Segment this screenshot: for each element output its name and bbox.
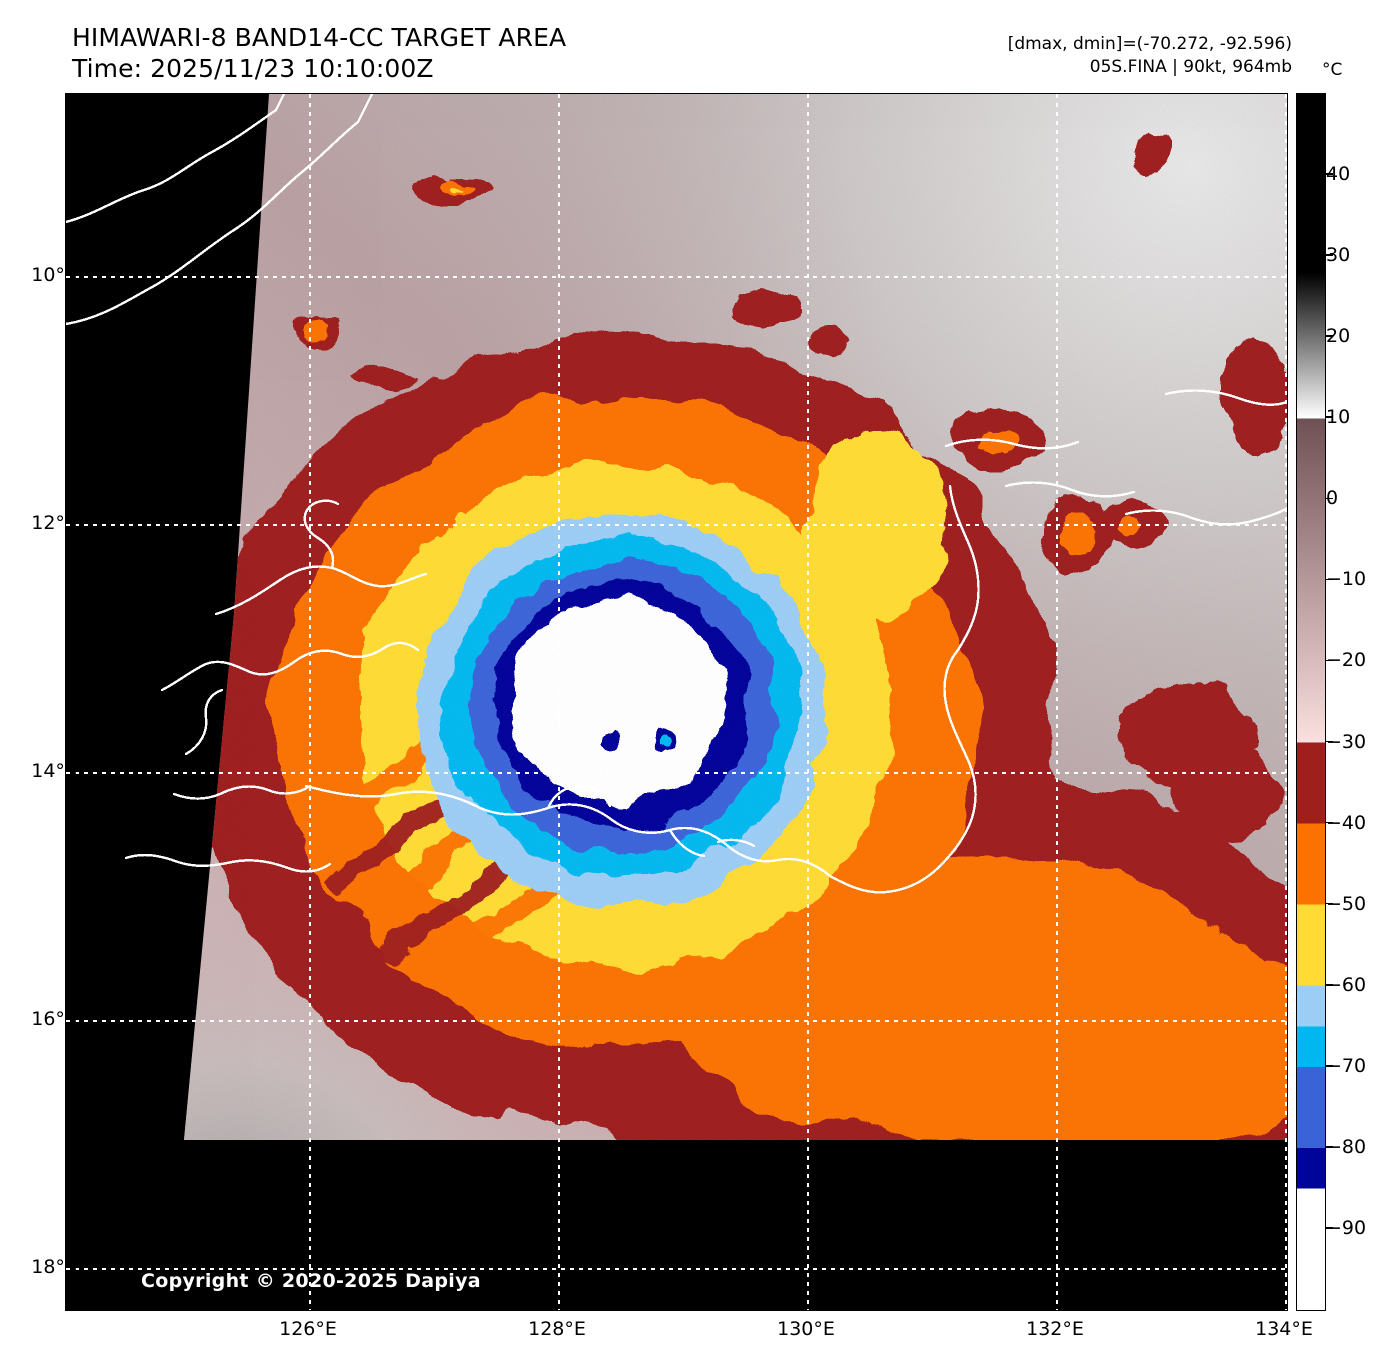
colorbar-tick-2: 20: [1326, 325, 1351, 348]
colorbar-tick-7: −30: [1326, 730, 1367, 753]
lat-tick-18s: 18°S: [31, 1256, 77, 1278]
colorbar-tick-8: −40: [1326, 811, 1367, 834]
copyright-notice: Copyright © 2020-2025 Dapiya: [141, 1270, 481, 1292]
colorbar-unit-label: °C: [1322, 60, 1343, 80]
title-line: HIMAWARI-8 BAND14-CC TARGET AREA: [72, 23, 567, 52]
lon-tick-132e: 132°E: [1026, 1318, 1084, 1340]
lon-tick-128e: 128°E: [528, 1318, 586, 1340]
colorbar-tickmark-12: [1326, 1146, 1333, 1148]
lon-tick-130e: 130°E: [777, 1318, 835, 1340]
colorbar-tickmark-7: [1326, 740, 1333, 743]
lon-tick-134e: 134°E: [1255, 1318, 1313, 1340]
colorbar-tickmark-10: [1326, 983, 1333, 986]
colorbar-tick-13: −90: [1326, 1216, 1367, 1239]
lat-tick-14s: 14°S: [31, 760, 77, 782]
colorbar-tick-5: −10: [1326, 568, 1367, 591]
lat-tick-10s: 10°S: [31, 264, 77, 286]
colorbar-tick-10: −60: [1326, 973, 1367, 996]
colorbar-tickmark-9: [1326, 902, 1333, 905]
colorbar-tickmark-8: [1326, 821, 1333, 824]
colorbar-tickmark-4: [1326, 497, 1333, 500]
colorbar-smooth-ramps: [1297, 94, 1325, 1310]
satellite-image-plot[interactable]: Copyright © 2020-2025 Dapiya: [65, 93, 1288, 1311]
time-line: Time: 2025/11/23 10:10:00Z: [72, 54, 434, 83]
colorbar-tickmark-2: [1326, 335, 1333, 337]
lat-tick-12s: 12°S: [31, 512, 77, 534]
colorbar-tick-6: −20: [1326, 649, 1367, 672]
colorbar-tickmark-6: [1326, 659, 1333, 662]
temperature-colorbar[interactable]: [1296, 93, 1326, 1311]
infrared-swath: [66, 94, 1287, 1310]
colorbar-tick-11: −70: [1326, 1054, 1367, 1077]
page-title: HIMAWARI-8 BAND14-CC TARGET AREA Time: 2…: [72, 22, 566, 84]
colorbar-tickmark-11: [1326, 1065, 1333, 1067]
colorbar-tick-3: 10: [1326, 406, 1351, 429]
lat-tick-16s: 16°S: [31, 1008, 77, 1030]
dminmax-label: [dmax, dmin]=(-70.272, -92.596): [1007, 34, 1292, 54]
storm-label: 05S.FINA | 90kt, 964mb: [1089, 57, 1292, 77]
colorbar-tickmark-5: [1326, 578, 1333, 581]
colorbar-tick-0: 40: [1326, 163, 1351, 186]
colorbar-tick-12: −80: [1326, 1135, 1367, 1158]
metadata-block: [dmax, dmin]=(-70.272, -92.596) 05S.FINA…: [1008, 33, 1292, 79]
lon-tick-126e: 126°E: [279, 1318, 337, 1340]
colorbar-tickmark-3: [1326, 416, 1333, 419]
colorbar-tick-9: −50: [1326, 892, 1367, 915]
colorbar-tickmark-13: [1326, 1227, 1333, 1229]
colorbar-tickmark-1: [1326, 254, 1333, 256]
colorbar-tick-1: 30: [1326, 244, 1351, 267]
colorbar-tickmark-0: [1326, 173, 1333, 175]
